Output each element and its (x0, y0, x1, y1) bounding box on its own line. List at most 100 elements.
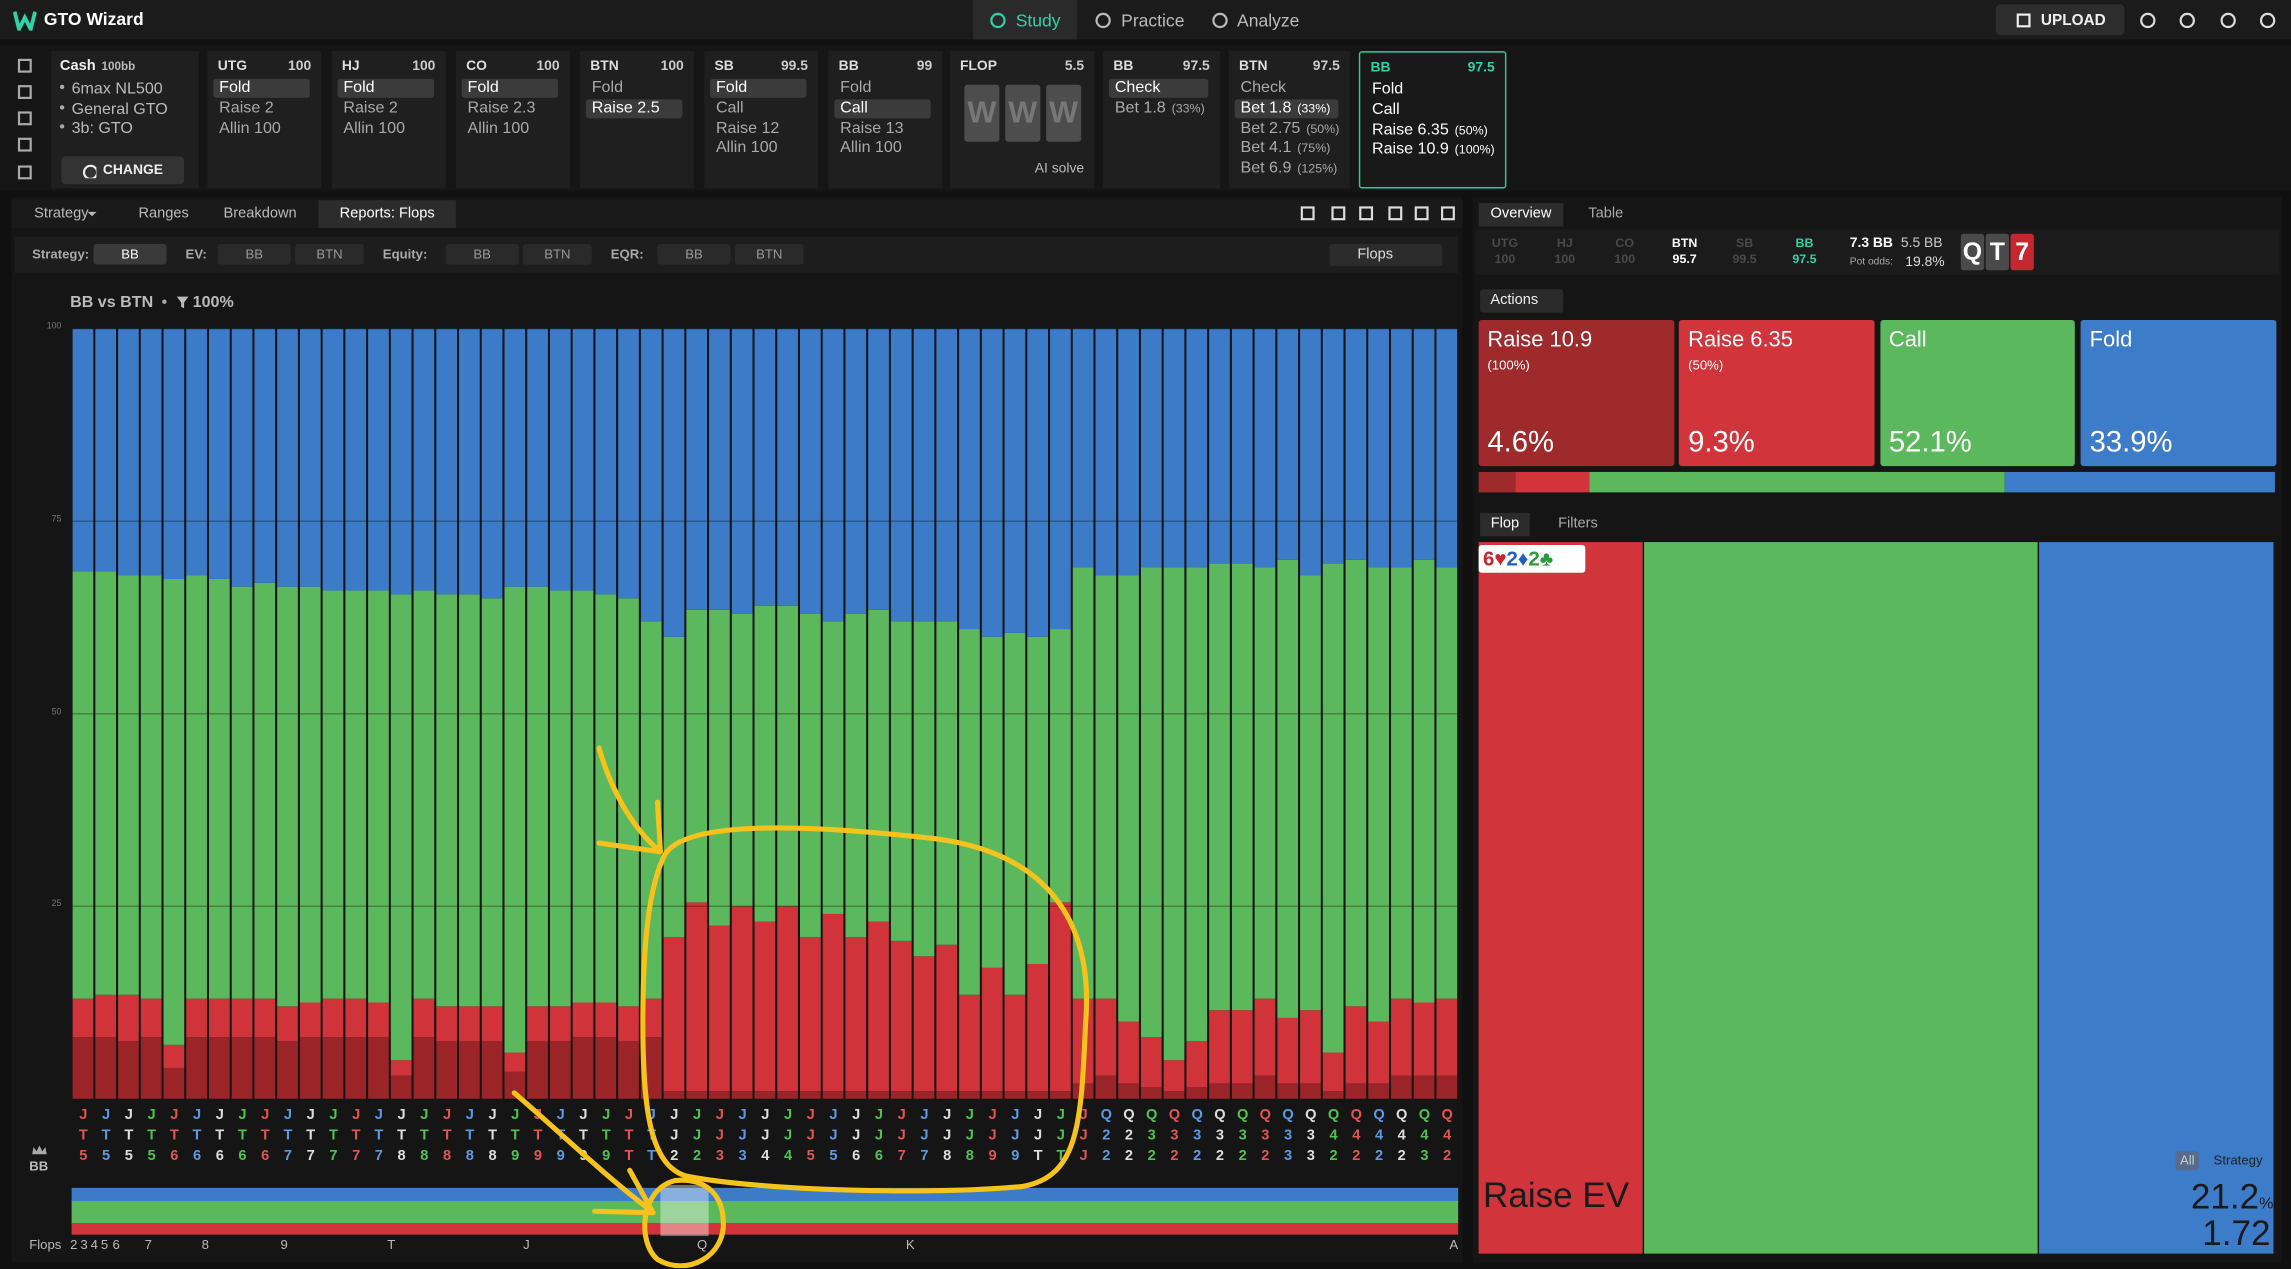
flop-card[interactable]: FLOP 5.5 W W W AI solve (949, 51, 1095, 189)
x-tick-label: JTT (620, 1107, 637, 1169)
toolbar-button[interactable]: BB (93, 244, 167, 265)
node-action[interactable]: Allin 100 (834, 139, 930, 158)
view-icon[interactable] (1387, 205, 1405, 223)
board-label[interactable]: 6♥2♦2♣ (1478, 544, 1586, 573)
action-label: Bet 2.75 (1240, 119, 1301, 137)
node-action[interactable]: Raise 12 (710, 119, 806, 138)
node-action[interactable]: Allin 100 (462, 119, 558, 138)
node-action[interactable]: Allin 100 (710, 139, 806, 158)
bar-segment (1368, 1083, 1389, 1099)
nav-tab[interactable]: Study (973, 0, 1077, 40)
view-tab[interactable]: Breakdown (209, 200, 311, 228)
node-action[interactable]: Fold (461, 78, 559, 98)
toolbar-button[interactable]: BB (217, 244, 291, 265)
node-action[interactable]: Raise 2.3 (462, 99, 558, 118)
panel-tab[interactable]: Filters (1558, 515, 1598, 532)
player-stack: 99.5 (1732, 251, 1757, 266)
bar-segment (959, 1091, 980, 1099)
node-action[interactable]: Bet 1.8 (33%) (1109, 99, 1208, 118)
panel-tab[interactable]: Overview (1478, 203, 1564, 227)
node-action[interactable]: Call (710, 99, 806, 118)
node-action[interactable]: Fold (710, 78, 807, 98)
node-action[interactable]: Bet 6.9 (125%) (1235, 160, 1339, 179)
node-action[interactable]: Check (1235, 79, 1339, 98)
node-card[interactable]: HJ 100 Fold Raise 2 Allin 100 (331, 51, 446, 189)
actions-dropdown[interactable]: Actions (1480, 289, 1564, 313)
nav-tab[interactable]: Analyze (1202, 0, 1307, 39)
node-card[interactable]: CO 100 Fold Raise 2.3 Allin 100 (455, 51, 570, 189)
toolbar-button[interactable]: BTN (295, 244, 364, 265)
side-icon[interactable] (16, 110, 34, 128)
node-card[interactable]: BTN 100 Fold Raise 2.5 (580, 51, 695, 189)
panel-tab[interactable]: Flop (1480, 512, 1530, 537)
brand: GTO Wizard (43, 8, 144, 30)
toolbar-button[interactable]: BTN (734, 244, 804, 265)
node-action[interactable]: Raise 10.9 (100%) (1366, 141, 1496, 160)
node-action[interactable]: Check (1108, 78, 1209, 98)
bar-segment (981, 328, 1003, 637)
action-box[interactable]: Fold 33.9% (2080, 319, 2276, 467)
nav-tab[interactable]: Practice (1081, 0, 1198, 39)
node-action[interactable]: Bet 4.1 (75%) (1235, 139, 1339, 158)
view-tab[interactable]: Strategy (15, 200, 109, 228)
bar-segment (1140, 328, 1162, 568)
node-action[interactable]: Raise 6.35 (50%) (1366, 121, 1496, 140)
node-action[interactable]: Fold (213, 78, 310, 98)
view-icon[interactable] (1413, 205, 1431, 223)
node-action[interactable]: Raise 13 (834, 119, 930, 138)
node-action[interactable]: Fold (586, 79, 682, 98)
side-icon[interactable] (16, 57, 34, 75)
metric-toggle[interactable]: All (2175, 1151, 2199, 1171)
node-card[interactable]: UTG 100 Fold Raise 2 Allin 100 (207, 51, 322, 189)
action-box[interactable]: Raise 10.9 (100%) 4.6% (1478, 319, 1674, 467)
view-icon[interactable] (1357, 205, 1375, 223)
view-tab[interactable]: Reports: Flops (318, 200, 456, 228)
bar-segment (1050, 629, 1071, 903)
action-box[interactable]: Call 52.1% (1880, 319, 2076, 467)
node-action[interactable]: Fold (834, 79, 930, 98)
view-icon[interactable] (1330, 205, 1348, 223)
change-button[interactable]: CHANGE (61, 156, 185, 185)
node-action[interactable]: Raise 2 (338, 99, 434, 118)
node-action[interactable]: Fold (337, 78, 434, 98)
node-action[interactable]: Call (834, 99, 931, 119)
node-card[interactable]: BB 97.5 Check Bet 1.8 (33%) (1103, 51, 1221, 189)
node-action[interactable]: Raise 2.5 (585, 99, 683, 119)
side-icon[interactable] (16, 164, 34, 182)
bar-segment (1254, 567, 1276, 999)
header-icon[interactable] (2138, 10, 2158, 30)
side-icon[interactable] (16, 136, 34, 154)
action-label: Raise 2.5 (591, 99, 660, 117)
node-action[interactable]: Raise 2 (213, 99, 309, 118)
sort-dropdown[interactable]: Flops (1329, 244, 1443, 266)
node-action[interactable]: Bet 1.8 (33%) (1234, 99, 1339, 119)
node-card[interactable]: BB 99 Fold Call Raise 13 Allin 100 (828, 51, 943, 189)
upload-button[interactable]: UPLOAD (1995, 4, 2125, 36)
header-icon[interactable] (2257, 10, 2277, 30)
action-box[interactable]: Raise 6.35 (50%) 9.3% (1679, 319, 1875, 467)
node-action[interactable]: Allin 100 (338, 119, 434, 138)
view-tab[interactable]: Ranges (123, 200, 205, 228)
toolbar-button[interactable]: BB (445, 244, 519, 265)
header-icon[interactable] (2177, 10, 2197, 30)
node-card[interactable]: BTN 97.5 Check Bet 1.8 (33%) Bet 2.75 (50%) Bet… (1228, 51, 1351, 189)
node-card[interactable]: SB 99.5 Fold Call Raise 12 Allin 100 (704, 51, 819, 189)
node-action[interactable]: Fold (1366, 80, 1496, 99)
panel-tab[interactable]: Table (1588, 206, 1624, 223)
bar-segment (618, 1040, 639, 1099)
node-card[interactable]: BB 97.5 Fold Call Raise 6.35 (50%) Raise 10.9 (… (1358, 51, 1507, 189)
node-action[interactable]: Call (1366, 101, 1496, 120)
x-tick-label: JJ5 (802, 1107, 819, 1169)
view-icon[interactable] (1439, 205, 1457, 223)
bar-segment (618, 598, 639, 1007)
node-position: UTG (217, 58, 248, 75)
side-icon[interactable] (16, 83, 34, 101)
header-icon[interactable] (2218, 10, 2238, 30)
view-icon[interactable] (1299, 205, 1317, 223)
metric-toggle[interactable]: Strategy (2213, 1152, 2263, 1168)
toolbar-button[interactable]: BB (657, 244, 731, 265)
bar-segment (1140, 1037, 1162, 1088)
toolbar-button[interactable]: BTN (523, 244, 592, 265)
node-action[interactable]: Bet 2.75 (50%) (1235, 119, 1339, 138)
node-action[interactable]: Allin 100 (213, 119, 309, 138)
